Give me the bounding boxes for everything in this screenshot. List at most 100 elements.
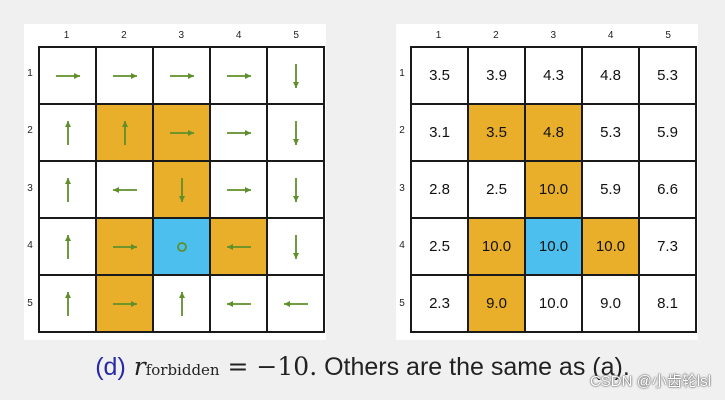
arrow-up-icon [48, 284, 88, 324]
state-value: 3.5 [429, 67, 450, 84]
stay-circle-icon [162, 227, 202, 267]
policy-grid-panel: 1 2 3 4 5 1 2 3 4 5 [24, 24, 326, 340]
state-value: 8.1 [657, 295, 678, 312]
state-value: 7.3 [657, 238, 678, 255]
arrow-right-icon [219, 56, 259, 96]
state-value: 5.9 [600, 181, 621, 198]
state-value-grid: 3.5 3.9 4.3 4.8 5.3 3.1 3.5 4.8 5.3 5.9 2.8 2.5 10.0… [410, 46, 697, 333]
grid-cell [267, 47, 324, 104]
row-label: 2 [399, 125, 405, 137]
row-label: 1 [399, 68, 405, 79]
arrow-right-icon [162, 56, 202, 96]
state-value: 2.5 [429, 238, 450, 255]
grid-cell: 5.9 [639, 104, 696, 161]
arrow-down-icon [276, 227, 316, 267]
target-cell [153, 218, 210, 275]
grid-cell [267, 218, 324, 275]
forbidden-cell: 10.0 [582, 218, 639, 275]
grid-cell [153, 275, 210, 332]
state-value: 2.5 [486, 181, 507, 198]
watermark: CSDN @小齿轮lsl [589, 373, 711, 390]
grid-cell: 2.5 [468, 161, 525, 218]
grid-cell: 9.0 [582, 275, 639, 332]
arrow-right-icon [162, 113, 202, 153]
row-label: 2 [27, 125, 33, 137]
arrow-right-icon [219, 170, 259, 210]
state-value: 5.3 [600, 124, 621, 141]
state-value-grid-panel: 1 2 3 4 5 1 2 3 4 5 3.5 3.9 4.3 4.8 5.3 3.1 3.5 4.8 5.3 5.9… [396, 24, 698, 340]
state-value: 9.0 [486, 295, 507, 312]
grid-cell [210, 104, 267, 161]
state-value: 9.0 [600, 295, 621, 312]
forbidden-cell [96, 104, 153, 161]
grid-cell [96, 47, 153, 104]
grid-cell: 4.8 [582, 47, 639, 104]
grid-cell: 3.5 [411, 47, 468, 104]
column-label: 5 [665, 30, 671, 41]
forbidden-cell: 3.5 [468, 104, 525, 161]
grid-cell [39, 104, 96, 161]
grid-cell: 5.3 [582, 104, 639, 161]
column-label: 3 [550, 30, 557, 41]
arrow-up-icon [48, 113, 88, 153]
caption-text: Others are the same as (a). [317, 353, 630, 381]
state-value: 2.3 [429, 295, 450, 312]
row-label: 5 [399, 297, 405, 309]
row-label: 3 [27, 182, 33, 194]
arrow-up-icon [48, 170, 88, 210]
state-value: 2.8 [429, 181, 450, 198]
state-value: 10.0 [538, 238, 569, 255]
grid-cell: 3.9 [468, 47, 525, 104]
forbidden-cell: 10.0 [468, 218, 525, 275]
grid-cell [210, 161, 267, 218]
state-value: 6.6 [657, 181, 678, 198]
forbidden-cell: 4.8 [525, 104, 582, 161]
arrow-left-icon [105, 170, 145, 210]
column-label: 4 [235, 30, 242, 41]
grid-cell [210, 47, 267, 104]
arrow-right-icon [105, 56, 145, 96]
state-value: 5.9 [657, 124, 678, 141]
forbidden-cell [153, 104, 210, 161]
forbidden-cell [96, 275, 153, 332]
arrow-left-icon [276, 284, 316, 324]
arrow-down-icon [276, 113, 316, 153]
row-label: 5 [27, 297, 33, 309]
caption-math-sub: forbidden [145, 361, 220, 379]
row-label: 3 [399, 182, 405, 194]
forbidden-cell [210, 218, 267, 275]
arrow-down-icon [162, 170, 202, 210]
grid-cell [267, 161, 324, 218]
arrow-right-icon [105, 227, 145, 267]
state-value: 4.3 [543, 67, 564, 84]
grid-cell [210, 275, 267, 332]
grid-cell [39, 161, 96, 218]
grid-cell [39, 218, 96, 275]
target-cell: 10.0 [525, 218, 582, 275]
state-value: 4.8 [543, 124, 564, 141]
row-label: 1 [27, 68, 33, 79]
state-value: 3.9 [486, 67, 507, 84]
column-label: 3 [178, 30, 185, 41]
forbidden-cell [153, 161, 210, 218]
arrow-up-icon [162, 284, 202, 324]
grid-cell: 10.0 [525, 275, 582, 332]
arrow-up-icon [48, 227, 88, 267]
grid-cell: 5.9 [582, 161, 639, 218]
grid-cell: 2.3 [411, 275, 468, 332]
state-value: 10.0 [481, 238, 512, 255]
grid-cell: 4.3 [525, 47, 582, 104]
grid-cell: 5.3 [639, 47, 696, 104]
arrow-down-icon [276, 56, 316, 96]
column-label: 2 [121, 30, 127, 41]
arrow-left-icon [219, 284, 259, 324]
arrow-down-icon [276, 170, 316, 210]
state-value: 10.0 [538, 181, 569, 198]
column-label: 1 [435, 30, 442, 41]
row-label: 4 [27, 240, 33, 252]
grid-cell: 2.8 [411, 161, 468, 218]
grid-cell [96, 161, 153, 218]
column-label: 2 [493, 30, 499, 41]
arrow-right-icon [105, 284, 145, 324]
forbidden-cell [96, 218, 153, 275]
